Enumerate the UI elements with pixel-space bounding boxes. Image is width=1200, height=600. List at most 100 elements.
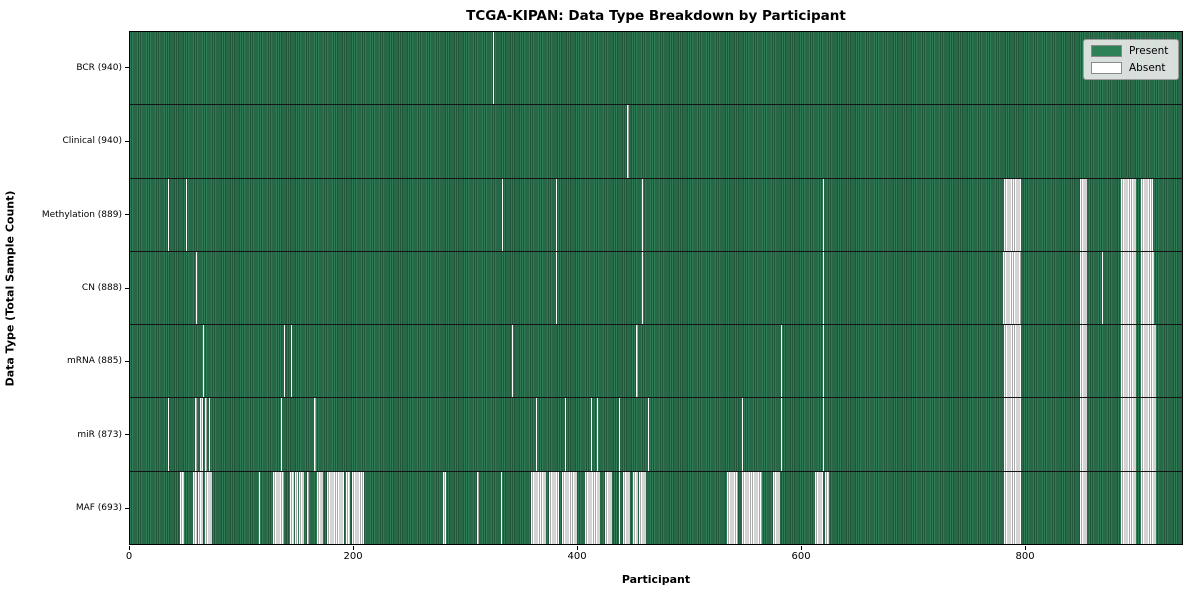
absent-stripe (1004, 178, 1021, 251)
absent-stripe (200, 398, 203, 471)
xtick-mark (801, 546, 803, 550)
absent-stripe (1120, 178, 1137, 251)
row-Clinical (130, 105, 1182, 179)
absent-stripe (180, 471, 184, 544)
absent-stripe (1004, 471, 1021, 544)
absent-stripe (168, 398, 170, 471)
absent-stripe (636, 325, 638, 398)
absent-stripe (192, 471, 198, 544)
absent-stripe (772, 471, 780, 544)
ytick-mark (125, 507, 129, 509)
xtick-label-0: 0 (125, 551, 133, 562)
absent-stripe (345, 471, 351, 544)
ytick-label-Clinical: Clinical (940) (62, 136, 122, 147)
absent-stripe (823, 178, 825, 251)
ytick-label-CN: CN (888) (81, 283, 122, 293)
y-axis-ticks (125, 31, 129, 545)
absent-stripe (780, 325, 782, 398)
absent-stripe (823, 325, 825, 398)
absent-stripe (476, 471, 479, 544)
absent-stripe (1080, 398, 1087, 471)
absent-stripe (1120, 471, 1137, 544)
ytick-label-mRNA: mRNA (885) (67, 356, 122, 367)
absent-stripe (780, 398, 782, 471)
absent-stripe (194, 398, 198, 471)
absent-stripe (531, 471, 546, 544)
absent-stripe (1140, 325, 1157, 398)
plot-area (129, 31, 1183, 545)
absent-stripe (1080, 178, 1087, 251)
x-axis: 0 200 400 600 800 (125, 545, 1183, 575)
absent-stripe (280, 398, 283, 471)
absent-stripe (284, 325, 286, 398)
absent-stripe (198, 471, 203, 544)
absent-stripe (823, 251, 825, 325)
absent-stripe (185, 178, 187, 251)
absent-stripe (647, 398, 649, 471)
absent-stripe (258, 471, 260, 544)
absent-stripe (502, 178, 504, 251)
ytick-mark (125, 434, 129, 436)
y-axis-labels: BCR (940) Clinical (940) Methylation (889)… (0, 31, 122, 545)
ytick-mark (125, 214, 129, 216)
absent-stripe (605, 471, 612, 544)
absent-stripe (555, 251, 558, 325)
xtick-mark (577, 546, 579, 550)
absent-stripe (555, 178, 558, 251)
legend-entry-absent: Absent (1091, 62, 1170, 74)
absent-stripe (623, 471, 630, 544)
absent-stripe (306, 471, 309, 544)
absent-stripe (618, 398, 620, 471)
absent-stripe (1101, 251, 1103, 325)
absent-stripe (204, 398, 208, 471)
absent-stripe (638, 471, 647, 544)
absent-stripe (314, 398, 316, 471)
absent-stripe (597, 398, 599, 471)
absent-stripe (295, 471, 298, 544)
absent-stripe (618, 471, 620, 544)
legend: Present Absent (1083, 39, 1179, 80)
xtick-label-800: 800 (1015, 551, 1035, 562)
absent-stripe (352, 471, 364, 544)
absent-stripe (273, 471, 285, 544)
absent-stripe (823, 398, 825, 471)
ytick-mark (125, 287, 129, 289)
legend-label-present: Present (1129, 45, 1169, 57)
absent-stripe (585, 471, 600, 544)
row-MAF (130, 471, 1182, 544)
absent-stripe (1140, 398, 1157, 471)
row-CN (130, 251, 1182, 326)
absent-stripe (1120, 325, 1137, 398)
absent-stripe (209, 398, 211, 471)
absent-stripe (815, 471, 824, 544)
absent-stripe (633, 471, 638, 544)
absent-stripe (590, 398, 592, 471)
absent-stripe (443, 471, 447, 544)
x-axis-title: Participant (621, 573, 691, 586)
ytick-mark (125, 140, 129, 142)
absent-stripe (289, 471, 295, 544)
absent-stripe (1004, 398, 1021, 471)
absent-stripe (316, 471, 324, 544)
absent-stripe (741, 471, 762, 544)
absent-stripe (204, 471, 212, 544)
legend-label-absent: Absent (1129, 62, 1166, 74)
ytick-mark (125, 67, 129, 69)
absent-stripe (1003, 251, 1021, 325)
absent-stripe (1004, 325, 1021, 398)
absent-stripe (512, 325, 514, 398)
absent-stripe (1080, 325, 1087, 398)
absent-stripe (195, 251, 198, 325)
absent-stripe (290, 325, 293, 398)
absent-stripe (642, 178, 644, 251)
absent-stripe (1080, 251, 1087, 325)
absent-stripe (825, 471, 829, 544)
chart-title: TCGA-KIPAN: Data Type Breakdown by Parti… (466, 8, 846, 24)
ytick-label-BCR: BCR (940) (76, 62, 122, 73)
absent-stripe (1140, 251, 1155, 325)
row-miR (130, 398, 1182, 472)
absent-stripe (1140, 178, 1153, 251)
absent-stripe (202, 325, 204, 398)
xtick-mark (1025, 546, 1027, 550)
ytick-label-MAF: MAF (693) (75, 503, 122, 514)
